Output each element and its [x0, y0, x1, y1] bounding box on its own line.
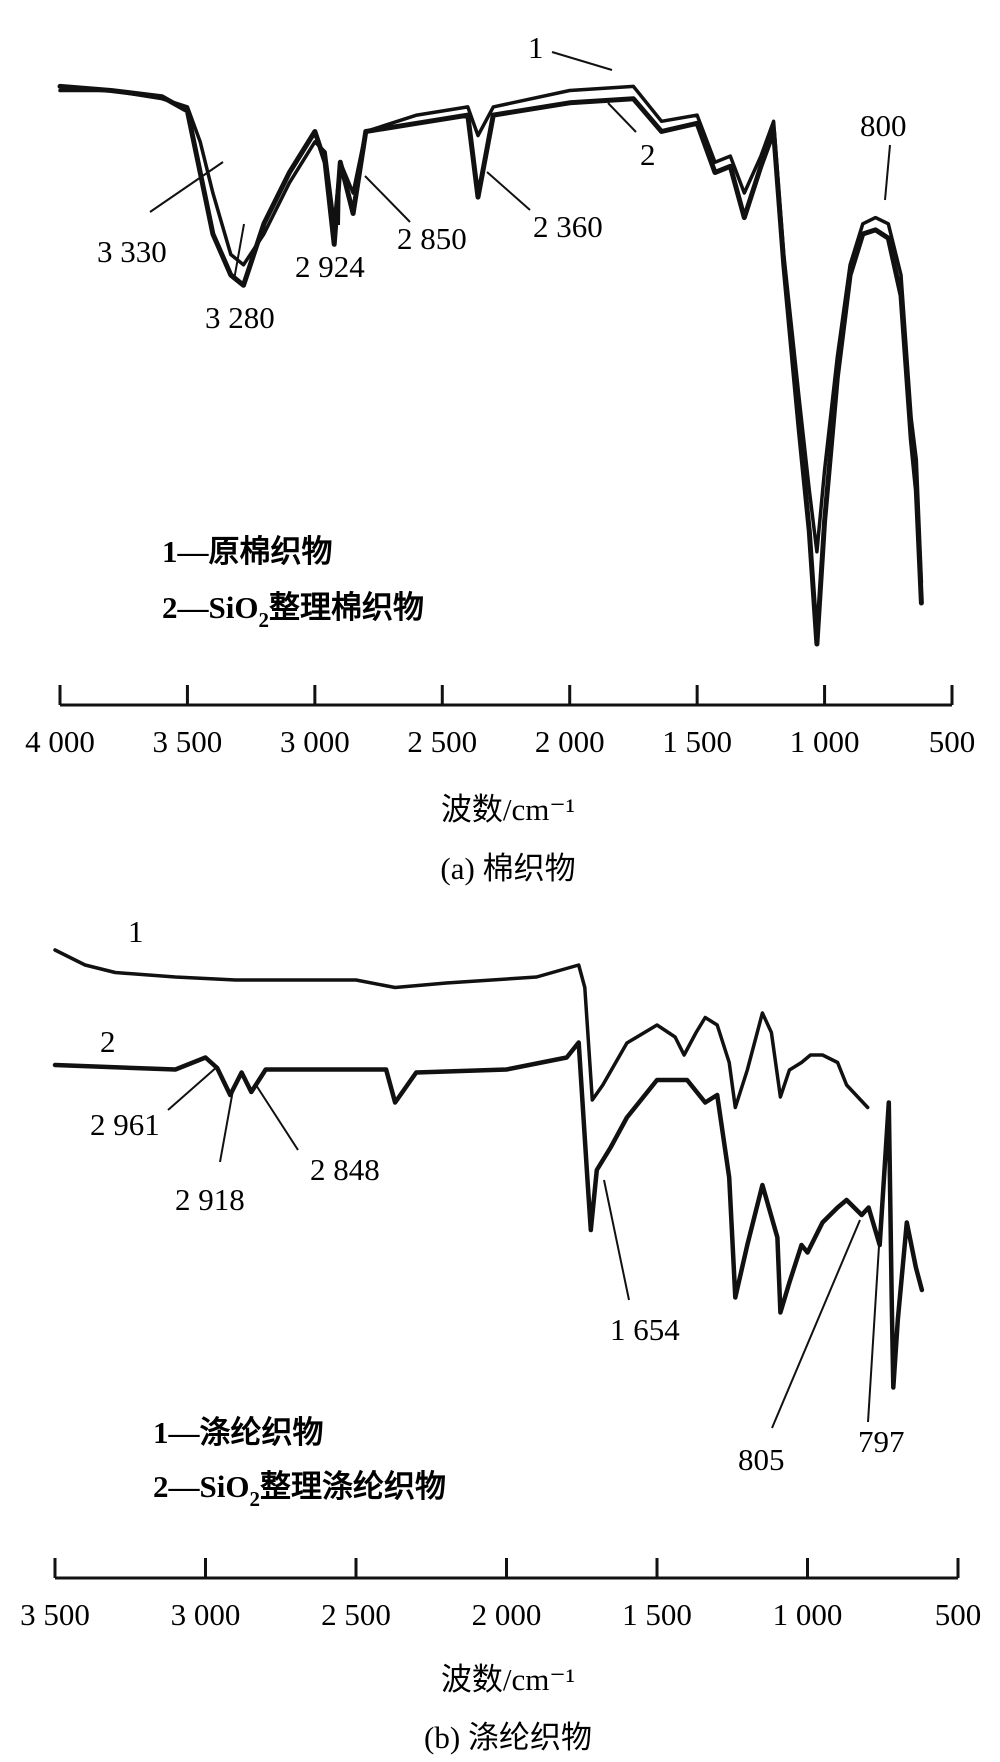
panel-a-tick-label: 1 000 — [790, 724, 860, 759]
panel-a-tick-label: 2 000 — [535, 724, 605, 759]
panel-b-tick-label: 1 000 — [773, 1597, 843, 1632]
peak-800-leader — [884, 144, 891, 201]
panel-b-legend-entry-1: 1—涤纶织物 — [153, 1415, 324, 1450]
peak-2850-leader — [364, 175, 411, 223]
peak-2360-leader — [486, 171, 531, 211]
peak-800-label: 800 — [860, 108, 907, 143]
panel-a-caption: (a) 棉织物 — [440, 851, 575, 886]
peak-805-label: 805 — [738, 1442, 785, 1477]
panel-b-tick-label: 2 500 — [321, 1597, 391, 1632]
peak-797-leader — [867, 1149, 886, 1423]
panel-b-legend-entry-2: 2—SiO2整理涤纶织物 — [153, 1469, 446, 1511]
panel-a-tick-label: 2 500 — [407, 724, 477, 759]
peak-2848-label: 2 848 — [310, 1152, 380, 1187]
panel-a-series-1-leader — [551, 51, 613, 71]
peak-797-label: 797 — [858, 1424, 905, 1459]
peak-2924-label: 2 924 — [295, 249, 365, 284]
panel-b-tick-label: 3 000 — [171, 1597, 241, 1632]
panel-a-x-ticks: 4 000 3 500 3 000 2 500 2 000 1 500 1 000 500 — [25, 685, 975, 759]
panel-b-x-ticks: 3 500 3 000 2 500 2 000 1 500 1 000 500 — [20, 1558, 981, 1632]
peak-2848-leader — [255, 1084, 299, 1151]
peak-2961-label: 2 961 — [90, 1107, 160, 1142]
panel-b-polyester: 1 2 2 961 2 918 2 848 1 654 805 797 1—涤纶… — [20, 914, 981, 1755]
panel-a-series-2-line — [57, 83, 924, 647]
panel-b-tick-label: 2 000 — [472, 1597, 542, 1632]
panel-a-series-2-leader — [607, 102, 637, 133]
panel-a-series-1-label: 1 — [528, 30, 544, 65]
panel-a-series — [57, 83, 924, 647]
peak-2918-leader — [219, 1089, 234, 1163]
peak-2961-leader — [167, 1065, 219, 1111]
peak-2850-label: 2 850 — [397, 221, 467, 256]
panel-b-series-2-line — [52, 1040, 925, 1390]
panel-a-cotton: 1 2 3 330 3 280 2 924 2 850 2 360 800 1—… — [25, 30, 975, 886]
panel-b-series — [52, 948, 925, 1390]
panel-a-tick-label: 4 000 — [25, 724, 95, 759]
panel-b-x-axis-label: 波数/cm⁻¹ — [441, 1662, 575, 1697]
panel-a-series-2-label: 2 — [640, 137, 656, 172]
panel-b-series-2-label: 2 — [100, 1024, 116, 1059]
peak-2918-label: 2 918 — [175, 1182, 245, 1217]
panel-a-legend-entry-2: 2—SiO2整理棉织物 — [162, 590, 424, 632]
peak-1654-label: 1 654 — [610, 1312, 680, 1347]
panel-b-series-1-label: 1 — [128, 914, 144, 949]
peak-3330-leader — [149, 161, 224, 213]
panel-a-tick-label: 3 500 — [153, 724, 223, 759]
peak-2924-leader — [338, 169, 341, 226]
panel-a-tick-label: 1 500 — [662, 724, 732, 759]
panel-b-tick-label: 500 — [935, 1597, 982, 1632]
peak-1654-leader — [603, 1179, 630, 1301]
peak-3280-label: 3 280 — [205, 300, 275, 335]
panel-a-tick-label: 3 000 — [280, 724, 350, 759]
panel-a-series-1-line — [58, 84, 924, 585]
panel-a-x-axis-label: 波数/cm⁻¹ — [441, 792, 575, 827]
peak-3330-label: 3 330 — [97, 234, 167, 269]
panel-a-legend-entry-1: 1—原棉织物 — [162, 534, 333, 569]
panel-b-tick-label: 3 500 — [20, 1597, 90, 1632]
peak-805-leader — [771, 1219, 861, 1429]
panel-b-series-1-line — [53, 948, 870, 1110]
panel-b-caption: (b) 涤纶织物 — [424, 1720, 592, 1755]
peak-2360-label: 2 360 — [533, 209, 603, 244]
panel-b-tick-label: 1 500 — [622, 1597, 692, 1632]
peak-3280-leader — [233, 223, 245, 281]
panel-a-tick-label: 500 — [929, 724, 976, 759]
